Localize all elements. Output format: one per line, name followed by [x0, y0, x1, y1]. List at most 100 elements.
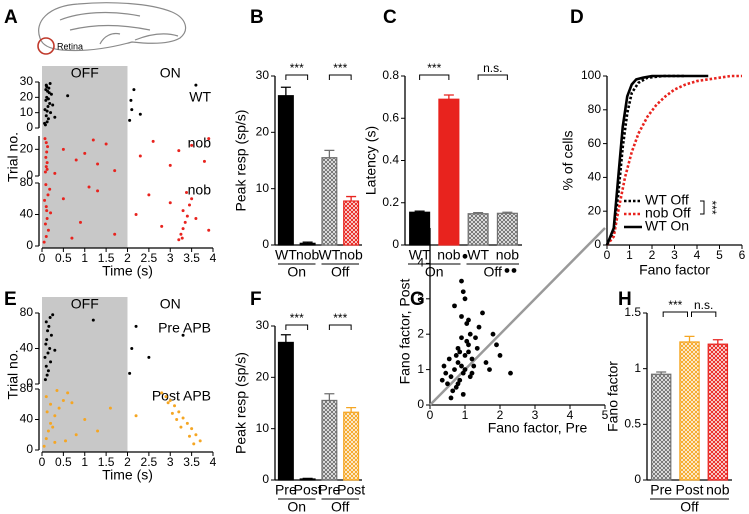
spike: [194, 433, 198, 437]
spike: [42, 444, 46, 448]
spike: [198, 439, 202, 443]
raster-label: nob: [188, 135, 212, 151]
y-axis-label: Peak resp (sp/s): [233, 352, 249, 454]
spike: [44, 88, 48, 92]
spike: [87, 185, 91, 189]
x-tick-label: 0: [427, 408, 434, 422]
spike: [45, 338, 49, 342]
y-tick-label: 30: [256, 68, 270, 82]
spike: [91, 318, 95, 322]
point: [448, 374, 454, 380]
spike: [49, 211, 53, 215]
spike: [44, 320, 48, 324]
point: [446, 356, 452, 362]
spike: [42, 240, 46, 244]
x-tick-label: 5: [716, 248, 723, 262]
y-tick-label: 0: [417, 397, 424, 411]
y-tick-label: 0.4: [382, 153, 399, 167]
x-tick-label: 4: [567, 408, 574, 422]
x-tick-label: nob: [706, 482, 730, 498]
y-tick-label: 20: [256, 370, 270, 384]
y-tick-label: 20: [20, 90, 34, 104]
y-tick-label: 0.6: [382, 110, 399, 124]
bar: [299, 478, 316, 481]
x-tick-label: Pre: [275, 482, 297, 498]
spike: [44, 141, 48, 145]
significance-bracket: [477, 74, 508, 80]
spike: [104, 142, 108, 146]
y-tick-label: 0: [262, 237, 269, 251]
x-axis-label: Time (s): [102, 467, 153, 483]
spike: [45, 150, 49, 154]
bar: [321, 399, 338, 481]
y-axis-label: Fano factor: [605, 361, 621, 432]
x-tick-label: 0: [39, 455, 46, 469]
point: [445, 381, 450, 387]
spike: [45, 120, 49, 124]
legend-label: WT On: [645, 218, 689, 234]
spike: [185, 421, 189, 425]
x-tick-label: 1: [81, 455, 88, 469]
point: [459, 314, 464, 319]
spike: [175, 418, 179, 421]
x-tick-label: WT: [275, 247, 297, 263]
point: [508, 370, 513, 376]
spike: [49, 421, 53, 425]
point: [504, 268, 510, 273]
spike: [147, 355, 151, 359]
x-tick-label: 3: [532, 408, 539, 422]
spike: [43, 378, 47, 382]
x-tick-label: nob: [296, 247, 320, 263]
spike: [53, 171, 57, 175]
significance-label: n.s.: [694, 298, 713, 312]
point: [460, 289, 466, 295]
spike: [138, 112, 142, 116]
significance-label: ***: [333, 311, 347, 325]
significance-label: n.s.: [483, 61, 502, 75]
inset-label: Retina: [57, 41, 83, 51]
y-tick-label: 20: [20, 142, 34, 156]
significance-label: ***: [290, 311, 304, 325]
spike: [183, 220, 187, 224]
significance-bracket: [328, 324, 352, 330]
spike: [43, 355, 47, 359]
point: [455, 381, 461, 387]
significance-bracket: [691, 311, 717, 317]
spike: [184, 190, 188, 194]
y-tick-label: 80: [588, 102, 602, 116]
x-tick-label: 2: [124, 251, 131, 265]
bar: [707, 343, 729, 481]
spike: [53, 115, 57, 119]
point: [459, 278, 464, 284]
cdf-line: [605, 74, 709, 246]
y-tick-label: 80: [20, 381, 34, 395]
spike: [47, 86, 51, 90]
error-bar: [280, 86, 291, 96]
point: [455, 360, 461, 365]
x-tick-label: 3: [167, 455, 174, 469]
spike: [74, 158, 78, 162]
y-tick-label: 0: [26, 238, 33, 252]
x-tick-label: 1.5: [98, 251, 115, 265]
shade-label: ON: [160, 296, 181, 312]
spike: [48, 82, 52, 86]
x-axis-label: Fano factor: [639, 262, 710, 278]
x-tick-label: 4: [210, 251, 217, 265]
spike: [181, 333, 185, 337]
x-tick-label: 5: [602, 408, 609, 422]
spike: [53, 440, 57, 444]
spike: [44, 342, 48, 346]
y-axis-label: Latency (s): [363, 126, 379, 195]
spike: [91, 138, 95, 142]
spike: [45, 216, 49, 220]
spike: [168, 201, 172, 205]
error-bar: [302, 241, 313, 244]
y-axis-label: Fano factor, Post: [397, 278, 413, 384]
spike: [61, 398, 65, 402]
spike: [168, 163, 172, 167]
spike: [45, 161, 49, 165]
point: [460, 370, 466, 376]
y-tick-label: 0: [26, 120, 33, 134]
unity-line: [429, 227, 606, 406]
